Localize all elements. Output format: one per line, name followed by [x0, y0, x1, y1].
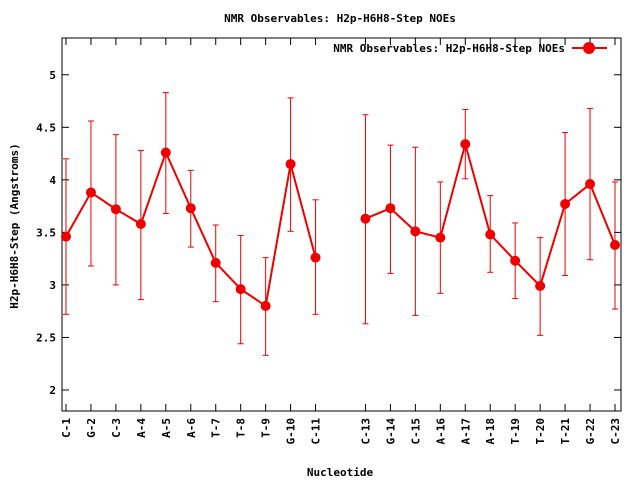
- x-axis-label: Nucleotide: [307, 466, 374, 479]
- x-tick-label: T-19: [509, 418, 522, 445]
- data-point: [85, 187, 96, 198]
- series-line-segment: [90, 191, 117, 211]
- series-line-segment: [589, 183, 616, 246]
- series-line-segment: [139, 152, 167, 225]
- data-point: [510, 255, 521, 266]
- x-tick-label: A-17: [459, 418, 472, 445]
- y-axis-ticks: 2 2.5 3 3.5 4 4.5 5: [36, 69, 621, 397]
- x-tick-label: G-22: [584, 418, 597, 445]
- x-tick-label: C-23: [609, 418, 622, 445]
- x-tick-label: T-21: [559, 418, 572, 445]
- plot-area-border: [61, 37, 622, 412]
- x-tick-label: G-10: [285, 418, 298, 445]
- x-tick-label: A-4: [135, 418, 148, 438]
- data-point: [110, 204, 121, 215]
- y-tick-label: 4: [49, 174, 56, 187]
- x-tick-label: C-3: [110, 418, 123, 438]
- series-layer: [61, 92, 620, 356]
- chart-title: NMR Observables: H2p-H6H8-Step NOEs: [224, 12, 456, 25]
- x-tick-label: G-14: [384, 418, 397, 445]
- x-tick-label: C-1: [60, 418, 73, 438]
- x-tick-label: A-18: [484, 418, 497, 445]
- data-point: [210, 257, 221, 268]
- series-line-segment: [289, 163, 317, 258]
- x-tick-label: T-7: [210, 418, 223, 438]
- series-line-segment: [164, 152, 192, 209]
- x-tick-label: G-2: [85, 418, 98, 438]
- series-line-segment: [514, 260, 541, 287]
- series-line-segment: [65, 191, 92, 238]
- series-line-segment: [389, 207, 417, 233]
- legend-marker-swatch: [583, 42, 595, 54]
- x-tick-label: A-5: [160, 418, 173, 438]
- x-tick-label: A-6: [185, 418, 198, 438]
- data-point: [535, 280, 546, 291]
- x-axis-ticks: C-1 G-2 C-3 A-4 A-5 A-6 T-7 T-8 T-9 G-10 C-11 C-13 G…: [60, 38, 622, 445]
- data-point: [585, 179, 596, 190]
- data-point: [160, 147, 171, 158]
- data-point: [310, 252, 321, 263]
- series-line-segment: [240, 288, 267, 307]
- x-tick-label: T-20: [534, 418, 547, 445]
- x-tick-label: T-8: [235, 418, 248, 438]
- legend: NMR Observables: H2p-H6H8-Step NOEs: [333, 42, 607, 55]
- data-point: [185, 203, 196, 214]
- x-tick-label: T-9: [260, 418, 273, 438]
- data-point: [235, 284, 246, 295]
- data-point: [260, 300, 271, 311]
- data-point: [435, 232, 446, 243]
- data-point: [410, 226, 421, 237]
- series-line-segment: [215, 262, 242, 290]
- series-line-segment: [564, 183, 591, 205]
- data-point: [610, 239, 620, 250]
- data-point: [485, 229, 496, 240]
- data-point: [360, 213, 371, 224]
- data-point: [460, 139, 471, 150]
- series-line-segment: [539, 203, 567, 287]
- series-line-segment: [464, 143, 492, 235]
- data-point: [61, 231, 71, 242]
- y-axis-label: H2p-H6H8-Step (Angstroms): [8, 143, 21, 309]
- x-tick-label: C-13: [359, 418, 372, 445]
- series-line-segment: [489, 233, 516, 262]
- series-line-segment: [264, 163, 292, 307]
- y-tick-label: 3: [49, 279, 56, 292]
- x-tick-label: C-15: [409, 418, 422, 445]
- data-point: [285, 159, 296, 170]
- y-tick-label: 3.5: [36, 226, 56, 239]
- y-tick-label: 5: [49, 69, 56, 82]
- series-line-segment: [439, 143, 467, 238]
- y-tick-label: 4.5: [36, 121, 56, 134]
- legend-label: NMR Observables: H2p-H6H8-Step NOEs: [333, 42, 565, 55]
- data-point: [135, 218, 146, 229]
- series-line-segment: [189, 207, 217, 264]
- y-tick-label: 2.5: [36, 331, 56, 344]
- data-point: [560, 199, 571, 210]
- data-point: [385, 203, 396, 214]
- x-tick-label: A-16: [434, 418, 447, 445]
- y-tick-label: 2: [49, 384, 56, 397]
- x-tick-label: C-11: [310, 418, 323, 445]
